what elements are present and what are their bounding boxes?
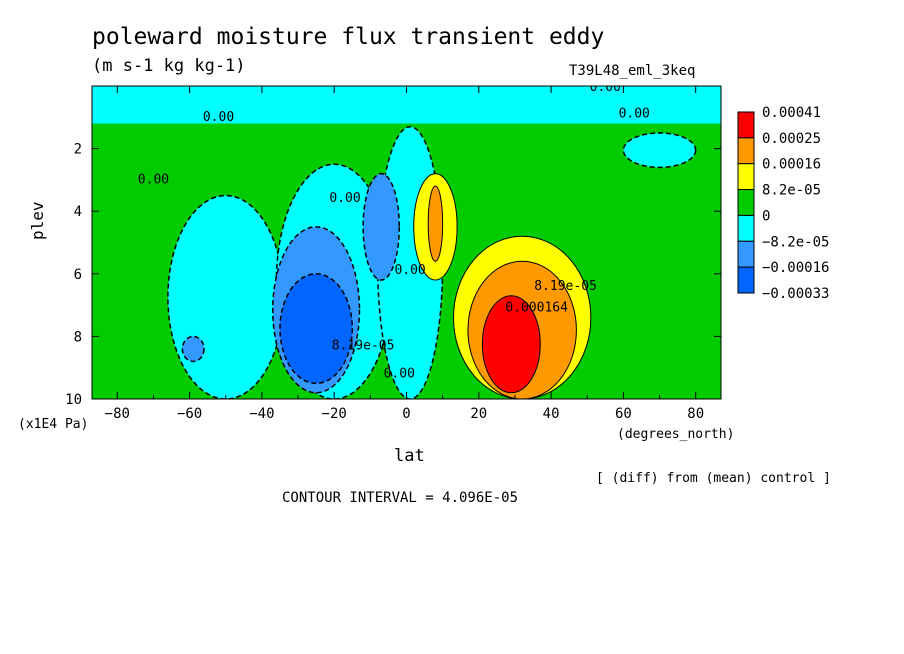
contour-region-5 bbox=[622, 132, 697, 169]
contour-region-9 bbox=[279, 273, 354, 385]
contour-label-5: 0.00 bbox=[394, 263, 425, 278]
x-tick-label: −80 bbox=[105, 406, 130, 422]
contour-region-8 bbox=[181, 335, 205, 363]
colorbar-swatch bbox=[737, 189, 755, 216]
contour-interval: CONTOUR INTERVAL = 4.096E-05 bbox=[282, 490, 519, 506]
y-axis-units: (x1E4 Pa) bbox=[18, 417, 89, 432]
contour-label-9: 0.000164 bbox=[505, 301, 568, 316]
contour-label-4: 0.00 bbox=[329, 191, 360, 206]
colorbar-label: 0.00025 bbox=[762, 131, 821, 147]
y-tick-label: 6 bbox=[74, 267, 82, 283]
contour-region-2 bbox=[167, 194, 285, 399]
colorbar-label: −8.2e-05 bbox=[762, 234, 829, 250]
x-axis-units: (degrees_north) bbox=[617, 427, 735, 442]
colorbar-swatch bbox=[737, 266, 755, 294]
colorbar-label: 8.2e-05 bbox=[762, 183, 821, 199]
contour-label-3: 0.00 bbox=[138, 172, 169, 187]
chart-title: poleward moisture flux transient eddy bbox=[92, 24, 605, 50]
colorbar-swatch bbox=[737, 214, 755, 242]
colorbar-swatch bbox=[737, 163, 755, 191]
contour-region-12 bbox=[427, 185, 444, 262]
colorbar-label: 0 bbox=[762, 208, 770, 224]
x-tick-label: −40 bbox=[249, 406, 274, 422]
x-tick-label: 80 bbox=[687, 406, 704, 422]
colorbar-label: 0.00016 bbox=[762, 157, 821, 173]
contour-label-0: 0.00 bbox=[203, 110, 234, 125]
x-tick-label: 0 bbox=[402, 406, 410, 422]
contour-region-14 bbox=[481, 295, 541, 394]
contour-label-2: 0.00 bbox=[590, 80, 621, 95]
contour-label-6: 0.00 bbox=[384, 366, 415, 381]
y-tick-label: 10 bbox=[65, 392, 82, 408]
colorbar-swatch bbox=[737, 240, 755, 268]
x-axis-label: lat bbox=[394, 446, 425, 466]
x-tick-label: 60 bbox=[615, 406, 632, 422]
y-tick-label: 2 bbox=[74, 142, 82, 158]
y-tick-label: 8 bbox=[74, 329, 82, 345]
contour-label-8: 8.19e-05 bbox=[534, 279, 597, 294]
colorbar-label: −0.00033 bbox=[762, 286, 829, 302]
run-label: T39L48_eml_3keq bbox=[569, 63, 696, 79]
diff-note: [ (diff) from (mean) control ] bbox=[596, 471, 831, 486]
colorbar-label: −0.00016 bbox=[762, 260, 829, 276]
x-tick-label: −60 bbox=[177, 406, 202, 422]
colorbar-swatch bbox=[737, 111, 755, 139]
contour-field: 0.00 0.00 0.00 0.00 0.00 0.00 0.00 8.19e-05 8.19… bbox=[92, 80, 721, 399]
x-tick-label: −20 bbox=[322, 406, 347, 422]
contour-label-7: 8.19e-05 bbox=[332, 338, 395, 353]
colorbar-label: 0.00041 bbox=[762, 105, 821, 121]
colorbar-swatch bbox=[737, 137, 755, 165]
contour-region-7 bbox=[362, 172, 401, 281]
contour-label-1: 0.00 bbox=[619, 107, 650, 122]
x-tick-label: 20 bbox=[470, 406, 487, 422]
units-label: (m s-1 kg kg-1) bbox=[92, 56, 246, 76]
x-tick-label: 40 bbox=[543, 406, 560, 422]
y-tick-label: 4 bbox=[74, 204, 82, 220]
